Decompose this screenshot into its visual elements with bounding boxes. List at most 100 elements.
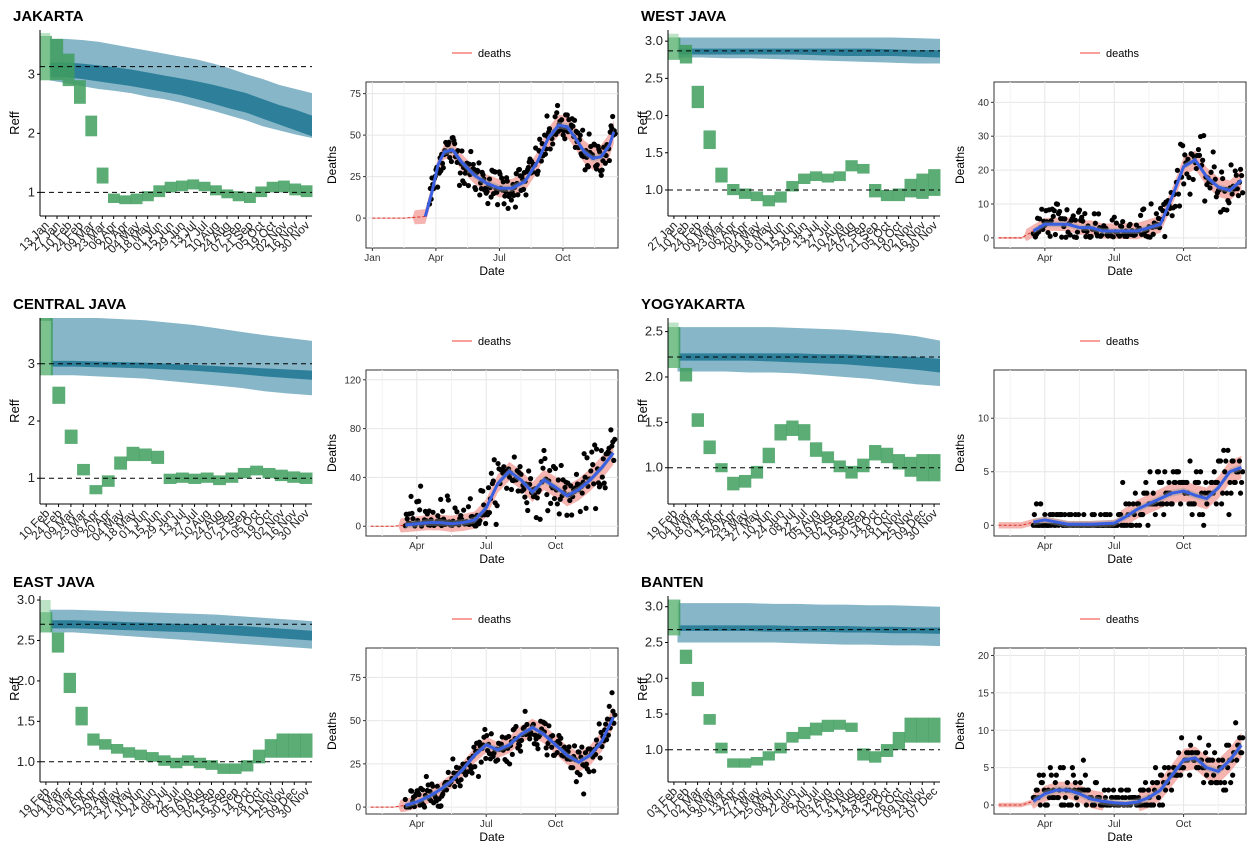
data-point xyxy=(592,442,598,448)
reff-step xyxy=(126,446,140,462)
y-tick-label: 2 xyxy=(28,125,35,140)
data-point xyxy=(1190,176,1196,183)
reff-step xyxy=(892,188,906,202)
reff-step xyxy=(289,183,302,196)
data-point xyxy=(544,113,550,119)
deaths-panel: deaths 0 10 20 30 40 Apr Jul Oct Date Deaths xyxy=(953,48,1247,278)
data-point xyxy=(490,478,496,484)
data-point xyxy=(555,128,561,134)
data-point xyxy=(1201,132,1207,139)
y-tick-label: 1.0 xyxy=(17,754,35,769)
y-tick-label: 0 xyxy=(983,233,989,244)
data-point xyxy=(571,743,578,749)
data-point xyxy=(1233,172,1239,178)
data-point xyxy=(1120,479,1126,486)
data-point xyxy=(1092,220,1098,226)
data-point xyxy=(448,158,455,165)
data-point xyxy=(409,788,415,794)
data-point xyxy=(457,783,463,789)
reff-step xyxy=(715,742,728,754)
data-point xyxy=(1110,787,1117,793)
data-point xyxy=(1041,787,1047,793)
data-point xyxy=(1162,787,1169,793)
data-point xyxy=(1141,206,1147,212)
reff-step xyxy=(114,456,128,470)
data-point xyxy=(585,164,591,170)
reff-step xyxy=(880,744,894,757)
reff-step xyxy=(774,191,787,203)
data-point xyxy=(1220,757,1226,763)
data-point xyxy=(570,765,576,771)
data-point xyxy=(579,744,585,750)
data-point xyxy=(420,787,426,793)
data-point xyxy=(1232,479,1238,486)
data-point xyxy=(1168,787,1175,793)
data-point xyxy=(1048,772,1054,778)
data-point xyxy=(522,494,528,500)
data-point xyxy=(1091,211,1097,217)
data-point xyxy=(1191,501,1197,507)
data-point xyxy=(1091,511,1097,518)
data-point xyxy=(1176,203,1183,209)
data-point xyxy=(579,490,585,496)
data-point xyxy=(527,736,533,742)
x-axis-label: Date xyxy=(1107,552,1133,566)
deaths-panel: deaths 0 5 10 15 20 Apr Jul Oct Date Deaths xyxy=(953,614,1247,844)
reff-prior xyxy=(40,32,51,81)
data-point xyxy=(577,772,583,778)
data-point xyxy=(495,757,501,763)
y-tick-label: 1.0 xyxy=(645,460,663,475)
reff-step xyxy=(786,420,799,436)
x-tick-label: Jul xyxy=(480,819,493,830)
data-point xyxy=(1221,447,1227,453)
data-point xyxy=(1101,787,1108,793)
data-point xyxy=(1060,765,1066,771)
reff-step xyxy=(122,747,136,758)
data-point xyxy=(1204,772,1210,778)
data-point xyxy=(1203,479,1209,486)
data-point xyxy=(577,508,583,515)
data-point xyxy=(498,741,504,747)
reff-step xyxy=(62,53,75,87)
data-point xyxy=(452,141,458,147)
reff-step xyxy=(250,465,264,476)
reff-step xyxy=(205,760,218,770)
data-point xyxy=(1224,207,1230,213)
data-point xyxy=(1140,511,1146,518)
data-point xyxy=(1220,490,1226,496)
y-tick-label: 120 xyxy=(344,375,361,386)
data-point xyxy=(1038,501,1044,507)
data-point xyxy=(423,773,429,780)
reff-step xyxy=(845,160,858,172)
data-point xyxy=(1217,458,1224,464)
data-point xyxy=(562,484,568,491)
data-point xyxy=(601,480,607,486)
reff-step xyxy=(276,733,289,758)
reff-prior xyxy=(668,599,679,636)
data-point xyxy=(438,803,444,809)
data-point xyxy=(1115,794,1122,801)
reff-step xyxy=(833,171,846,182)
reff-step xyxy=(266,181,279,193)
data-point xyxy=(1082,210,1088,217)
data-point xyxy=(546,126,553,132)
data-point xyxy=(592,751,599,758)
data-point xyxy=(517,464,523,470)
x-tick-label: Apr xyxy=(1037,253,1053,264)
data-point xyxy=(1181,181,1187,187)
data-point xyxy=(598,729,604,735)
data-point xyxy=(418,483,424,489)
data-point xyxy=(609,443,615,449)
data-point xyxy=(478,759,484,765)
data-point xyxy=(475,168,481,174)
y-tick-label: 80 xyxy=(350,424,362,435)
data-point xyxy=(511,454,517,460)
y-axis-label: Deaths xyxy=(325,146,339,184)
data-point xyxy=(1033,501,1040,507)
y-tick-label: 1 xyxy=(28,470,35,485)
reff-step xyxy=(809,171,823,182)
y-axis-label: Reff xyxy=(7,399,22,423)
smooth-line xyxy=(1032,157,1243,233)
data-point xyxy=(569,512,575,518)
